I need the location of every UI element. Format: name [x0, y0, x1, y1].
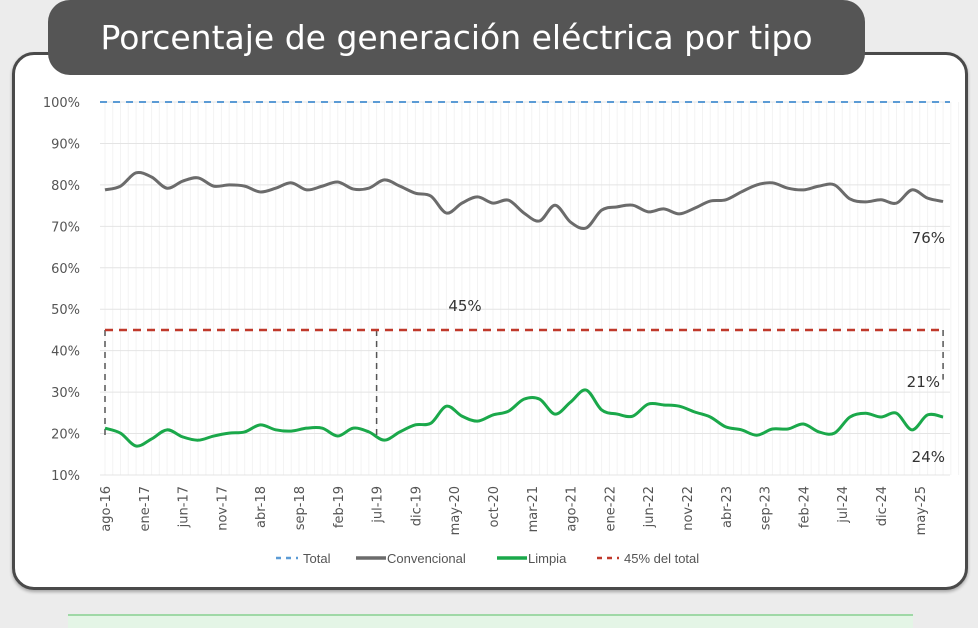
x-tick-label: mar-21	[526, 486, 541, 532]
data-label: 24%	[912, 448, 945, 466]
x-tick-label: oct-20	[487, 486, 502, 527]
x-tick-label: feb-24	[797, 486, 812, 528]
x-tick-label: jul-24	[836, 486, 851, 524]
x-tick-label: nov-17	[215, 486, 230, 531]
legend-label: Limpia	[528, 551, 567, 566]
x-tick-label: may-20	[448, 486, 463, 535]
x-tick-label: ene-17	[138, 486, 153, 531]
y-tick-label: 60%	[51, 262, 80, 277]
y-tick-label: 70%	[51, 220, 80, 235]
y-tick-label: 50%	[51, 303, 80, 318]
x-tick-label: ago-16	[99, 486, 114, 532]
data-label: 76%	[912, 229, 945, 247]
x-tick-label: may-25	[914, 486, 929, 535]
y-tick-label: 20%	[51, 428, 80, 443]
data-label: 21%	[907, 373, 940, 391]
y-tick-label: 30%	[51, 386, 80, 401]
legend-label: Convencional	[387, 551, 466, 566]
x-tick-label: ene-22	[603, 486, 618, 531]
x-tick-label: jul-19	[371, 486, 386, 524]
x-tick-label: sep-18	[293, 486, 308, 530]
x-tick-label: dic-19	[409, 486, 424, 526]
x-tick-label: sep-23	[759, 486, 774, 530]
data-label: 45%	[448, 297, 481, 315]
x-tick-label: jun-22	[642, 486, 657, 528]
legend-label: Total	[303, 551, 331, 566]
y-tick-label: 100%	[43, 96, 80, 111]
x-tick-label: nov-22	[681, 486, 696, 531]
x-tick-label: abr-18	[254, 486, 269, 528]
x-tick-label: feb-19	[332, 486, 347, 528]
y-tick-label: 10%	[51, 469, 80, 484]
legend-label: 45% del total	[624, 551, 699, 566]
y-tick-label: 40%	[51, 345, 80, 360]
x-tick-label: ago-21	[565, 486, 580, 532]
y-tick-label: 80%	[51, 179, 80, 194]
x-tick-label: dic-24	[875, 486, 890, 526]
y-tick-label: 90%	[51, 137, 80, 152]
x-tick-label: jun-17	[177, 486, 192, 528]
x-tick-label: abr-23	[720, 486, 735, 528]
